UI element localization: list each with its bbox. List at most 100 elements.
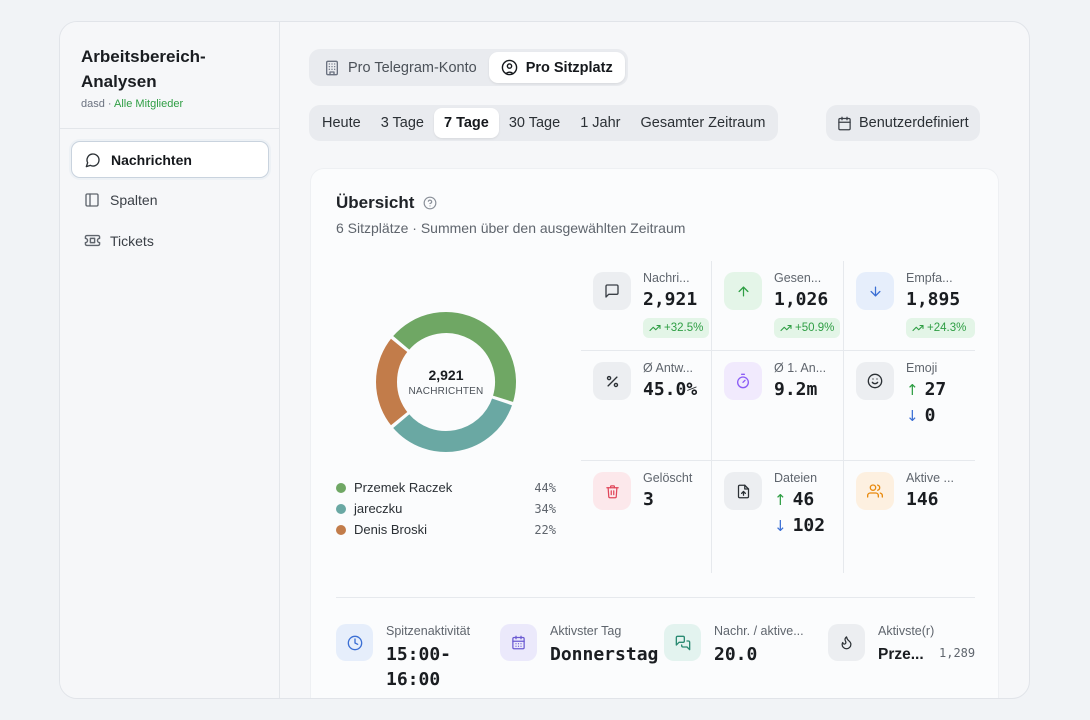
columns-icon [83,191,101,209]
metric-value: 2,921 [643,289,698,310]
metric-up-value: ↑ 46 [774,489,814,510]
help-circle-icon[interactable] [423,196,437,210]
custom-range-label: Benutzerdefiniert [859,115,969,131]
legend-item: Przemek Raczek 44% [336,477,556,498]
arrow-down-icon: ↓ [906,406,919,425]
sidebar-item-label: Tickets [110,232,154,249]
metric-value: 46 [792,489,815,510]
metric-label: Aktive ... [906,471,954,485]
trending-up-icon [912,322,924,334]
member-scope-link[interactable]: Alle Mitglieder [114,98,184,110]
arrow-down-icon [856,272,894,310]
flame-icon [828,624,865,661]
metric-change: +24.3% [927,322,967,334]
overview-subtitle: 6 Sitzplätze · Summen über den ausgewähl… [336,220,686,236]
toggle-label: Pro Sitzplatz [525,59,613,76]
custom-range-button[interactable]: Benutzerdefiniert [826,105,980,141]
metric-sent: Gesen... 1,026 +50.9% [712,261,843,350]
metric-value: 1,895 [906,289,961,310]
file-upload-icon [724,472,762,510]
user-circle-icon [501,59,518,76]
metric-label: Gesen... [774,271,822,285]
sidebar-item-spalten[interactable]: Spalten [71,182,269,219]
metric-value: 146 [906,489,939,510]
highlight-value: Donnerstag [550,644,659,665]
metric-change: +50.9% [795,322,835,334]
range-1-jahr[interactable]: 1 Jahr [580,115,621,131]
arrow-up-icon: ↑ [906,380,919,399]
message-circle-icon [84,151,102,169]
donut-slice-przemek-raczek[interactable] [390,310,518,405]
timer-icon [724,362,762,400]
trending-up-icon [649,322,661,334]
highlight-value: 20.0 [714,644,758,665]
donut-slice-jareczku[interactable] [390,396,515,454]
metric-label: Dateien [774,471,818,485]
range-30-tage[interactable]: 30 Tage [508,115,561,131]
metric-label: Nachri... [643,271,690,285]
metric-value: 0 [924,405,936,426]
highlight-value: Prze... [878,646,924,663]
overview-title-text: Übersicht [336,193,415,212]
legend-percent: 44% [534,480,556,495]
donut-center: 2,921 NACHRICHTEN [371,307,521,457]
metric-value: 3 [643,489,654,510]
toggle-per-telegram-account[interactable]: Pro Telegram-Konto [312,52,489,83]
calendar-icon [500,624,537,661]
arrow-up-icon: ↑ [774,490,787,509]
highlight-label: Spitzenaktivität [386,624,471,638]
messages-donut-chart [374,310,518,454]
metric-label: Emoji [906,361,938,375]
sidebar-item-tickets[interactable]: Tickets [71,222,269,259]
highlight-label: Nachr. / aktive... [714,624,804,638]
overview-title: Übersicht [336,193,437,213]
metric-active: Aktive ... 146 [844,461,975,573]
legend-name: Denis Broski [354,522,427,537]
legend-item: jareczku 34% [336,498,556,519]
message-square-icon [593,272,631,310]
messages-icon [664,624,701,661]
legend-dot [336,524,346,535]
metric-value: 1,026 [774,289,829,310]
legend-name: jareczku [354,501,403,516]
view-toggle: Pro Telegram-Konto Pro Sitzplatz [309,49,628,86]
trash-icon [593,472,631,510]
legend-percent: 22% [534,522,556,537]
smile-icon [856,362,894,400]
range-gesamter-zeitraum[interactable]: Gesamter Zeitraum [640,115,766,131]
metric-change-badge: +24.3% [906,318,975,338]
analytics-window: Arbeitsbereich-Analysen dasd · Alle Mitg… [59,21,1030,699]
sidebar-item-label: Spalten [110,192,158,208]
metric-files: Dateien ↑ 46 ↓ 102 [712,461,843,573]
metric-change: +32.5% [664,322,704,334]
metric-label: Empfa... [906,271,953,285]
legend-dot [336,503,346,514]
building-icon [324,60,340,76]
metric-change-badge: +32.5% [643,318,710,338]
trending-up-icon [780,322,792,334]
range-7-tage[interactable]: 7 Tage [433,108,499,138]
range-heute[interactable]: Heute [322,115,361,131]
workspace-subtitle: dasd · Alle Mitglieder [81,98,280,110]
metric-messages: Nachri... 2,921 +32.5% [581,261,712,350]
sidebar-item-label: Nachrichten [111,151,192,168]
main-content: Pro Telegram-Konto Pro Sitzplatz Heute 3… [281,22,1029,698]
time-range-selector: Heute 3 Tage 7 Tage 30 Tage 1 Jahr Gesam… [309,105,779,141]
metric-emoji: Emoji ↑ 27 ↓ 0 [844,351,975,460]
separator: · [104,98,115,110]
donut-slice-denis-broski[interactable] [374,335,411,429]
metric-label: Gelöscht [643,471,693,485]
section-divider [336,597,975,598]
metric-value: 102 [792,515,826,536]
metric-down-value: ↓ 0 [906,405,935,426]
range-3-tage[interactable]: 3 Tage [380,115,424,131]
metric-value: 9.2m [774,379,818,400]
workspace-name: dasd [81,98,105,110]
sidebar-item-nachrichten[interactable]: Nachrichten [71,141,269,178]
legend-dot [336,482,346,493]
metric-first-response: Ø 1. An... 9.2m [712,351,843,460]
metrics-grid: Nachri... 2,921 +32.5% Gesen... 1,026 [581,261,975,573]
metric-down-value: ↓ 102 [774,515,825,536]
toggle-per-seat[interactable]: Pro Sitzplatz [488,52,625,83]
sidebar-nav: Nachrichten Spalten Tickets [71,141,269,263]
